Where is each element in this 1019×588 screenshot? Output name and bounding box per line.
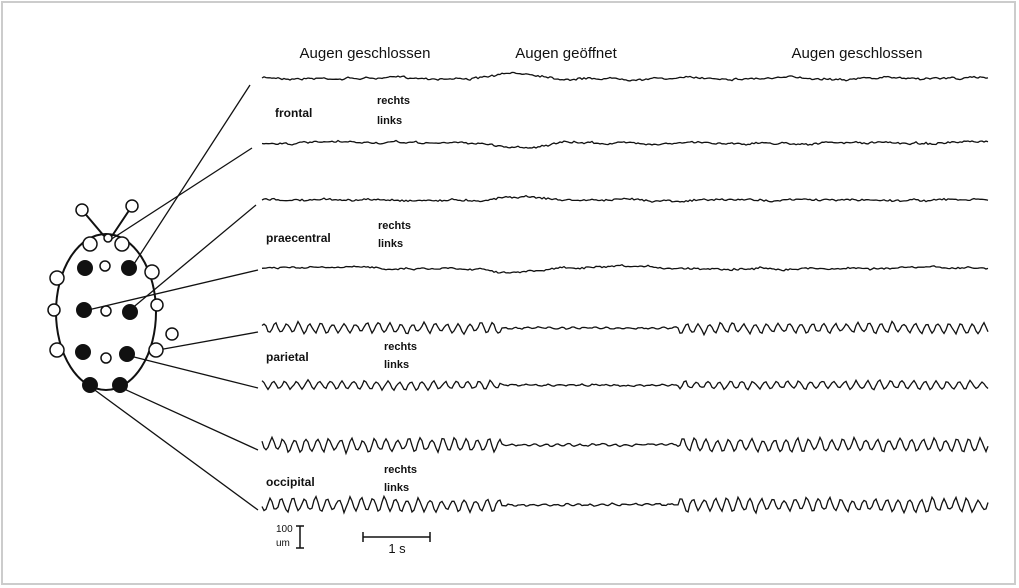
region-label: frontal: [275, 106, 312, 120]
side-label: rechts: [384, 341, 417, 353]
eeg-trace: [261, 194, 989, 203]
condition-label: Augen geschlossen: [300, 45, 431, 62]
condition-label: Augen geschlossen: [792, 45, 923, 62]
side-label: links: [378, 238, 403, 250]
region-label: parietal: [266, 350, 309, 364]
eeg-trace: [261, 435, 989, 456]
eeg-trace: [261, 494, 989, 515]
region-label: occipital: [266, 475, 315, 489]
connectors: [87, 84, 259, 511]
eeg-trace: [261, 263, 989, 274]
scale-unit: um: [276, 538, 290, 549]
eeg-trace: [261, 139, 989, 149]
eeg-trace: [261, 378, 989, 392]
side-label: links: [384, 482, 409, 494]
head: [47, 199, 179, 393]
scale-bars: [296, 525, 431, 549]
side-label: rechts: [384, 464, 417, 476]
side-label: links: [377, 115, 402, 127]
scale-amplitude: 100: [276, 524, 293, 535]
eeg-traces: [261, 71, 989, 515]
side-label: rechts: [377, 95, 410, 107]
condition-label: Augen geöffnet: [515, 45, 617, 62]
side-label: rechts: [378, 220, 411, 232]
eeg-trace: [261, 71, 989, 82]
eeg-trace: [261, 320, 989, 337]
region-label: praecentral: [266, 231, 331, 245]
side-label: links: [384, 359, 409, 371]
scale-time: 1 s: [388, 541, 406, 556]
